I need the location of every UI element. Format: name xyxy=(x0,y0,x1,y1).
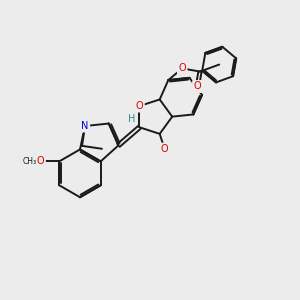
Text: O: O xyxy=(161,144,169,154)
Text: O: O xyxy=(136,101,143,111)
Text: N: N xyxy=(81,121,89,131)
Text: CH₃: CH₃ xyxy=(23,157,37,166)
Text: O: O xyxy=(37,156,44,167)
Text: O: O xyxy=(194,82,201,92)
Text: O: O xyxy=(178,63,186,74)
Text: H: H xyxy=(128,114,135,124)
